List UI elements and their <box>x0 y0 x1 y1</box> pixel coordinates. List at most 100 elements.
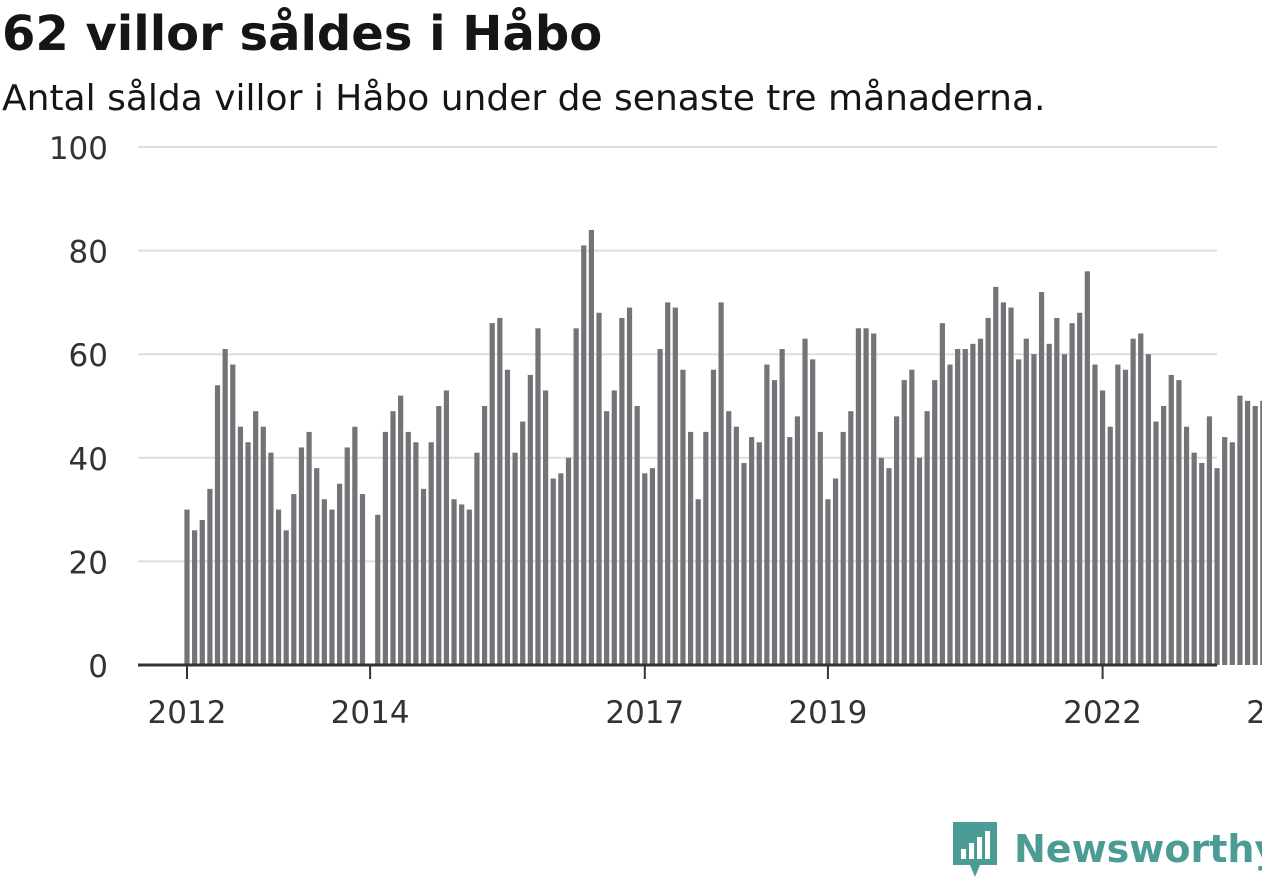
bar <box>626 307 633 665</box>
bar <box>565 457 572 665</box>
bar <box>550 478 556 665</box>
bar <box>932 380 938 665</box>
page-subtitle: Antal sålda villor i Håbo under de senas… <box>2 78 1046 119</box>
bar <box>230 364 236 665</box>
bar <box>955 349 961 665</box>
bar <box>443 390 450 665</box>
bar <box>1000 302 1007 665</box>
bar <box>726 411 732 665</box>
bar <box>787 437 793 665</box>
bar <box>1244 400 1251 665</box>
bar <box>1183 426 1190 665</box>
bar <box>1153 421 1159 665</box>
y-tick-label: 20 <box>69 545 108 581</box>
bar <box>695 499 701 665</box>
x-tick-label: 2014 <box>331 695 410 731</box>
bar <box>199 519 205 665</box>
bar <box>611 390 617 665</box>
bar <box>886 468 892 665</box>
bar <box>428 442 434 665</box>
x-tick-label: 2022 <box>1063 695 1142 731</box>
bar <box>1084 271 1090 665</box>
bar <box>733 426 739 665</box>
bar <box>436 406 442 665</box>
bar <box>405 431 411 665</box>
y-tick-label: 40 <box>69 442 108 478</box>
bar <box>222 349 228 665</box>
bar <box>1214 468 1220 665</box>
bar <box>1199 462 1205 665</box>
bar <box>207 488 213 665</box>
bar <box>764 364 770 665</box>
bar <box>634 406 640 665</box>
bar <box>1115 364 1121 665</box>
bar <box>810 359 816 665</box>
bar <box>1092 364 1098 665</box>
bar <box>520 421 526 665</box>
x-tick-label: 2017 <box>605 695 684 731</box>
bar <box>314 468 320 665</box>
bar <box>703 431 709 665</box>
bar <box>558 473 564 665</box>
bar <box>543 390 549 665</box>
bar <box>680 369 686 665</box>
brand-logo: Newsworthy <box>950 818 1262 880</box>
bar <box>382 431 388 665</box>
bar <box>977 338 984 665</box>
bar <box>832 478 839 665</box>
bar <box>237 426 244 665</box>
bar <box>672 307 678 665</box>
bar <box>840 431 846 665</box>
bar <box>192 530 198 665</box>
x-tick-label: 2024 <box>1246 695 1262 731</box>
bar <box>260 426 266 665</box>
bar <box>459 504 465 665</box>
bar <box>291 494 297 665</box>
bar <box>1031 354 1037 665</box>
bar <box>375 514 381 665</box>
bar <box>855 328 862 665</box>
bar <box>657 349 663 665</box>
bar <box>1069 323 1075 665</box>
bar <box>1077 312 1083 665</box>
newsworthy-logo-icon <box>953 822 997 877</box>
bar <box>863 328 869 665</box>
bar <box>283 530 289 665</box>
bar <box>535 328 541 665</box>
bar <box>1107 426 1113 665</box>
bar <box>275 509 282 665</box>
bar <box>901 380 907 665</box>
y-tick-label: 80 <box>69 235 108 271</box>
bar <box>1260 400 1262 665</box>
bar <box>398 395 404 665</box>
y-tick-label: 100 <box>49 131 108 167</box>
bar <box>779 349 785 665</box>
bar <box>817 431 823 665</box>
bar <box>1122 369 1129 665</box>
bar <box>337 483 343 665</box>
bar <box>184 509 190 665</box>
bar <box>749 437 755 665</box>
bar <box>1023 338 1029 665</box>
bar <box>306 431 312 665</box>
bar <box>527 374 533 665</box>
page-title: 62 villor såldes i Håbo <box>2 6 603 62</box>
bar <box>1016 359 1022 665</box>
bar <box>1206 416 1213 665</box>
bar <box>596 312 602 665</box>
bar <box>1130 338 1136 665</box>
bar <box>1054 317 1060 665</box>
bar <box>344 447 350 665</box>
bar <box>893 416 900 665</box>
bar <box>1145 354 1151 665</box>
bar <box>390 411 396 665</box>
bar <box>1237 395 1243 665</box>
bar <box>970 343 976 665</box>
bar <box>741 462 747 665</box>
y-tick-label: 0 <box>88 649 108 685</box>
x-axis <box>138 663 1217 679</box>
bar <box>993 286 999 665</box>
bar <box>253 411 259 665</box>
bar <box>825 499 831 665</box>
